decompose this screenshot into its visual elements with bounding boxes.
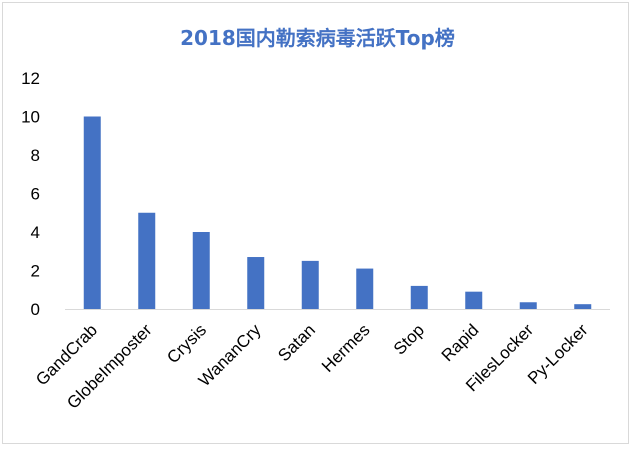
y-tick-label: 6 [31, 185, 40, 204]
y-tick-label: 0 [31, 300, 40, 319]
bar-crysis [192, 232, 210, 309]
y-tick-label: 12 [21, 69, 40, 88]
y-tick-label: 10 [21, 108, 40, 127]
x-tick-label: Py-Locker [524, 320, 592, 388]
x-tick-label: Satan [274, 320, 319, 365]
y-tick-label: 4 [31, 223, 40, 242]
x-tick-label: Hermes [318, 320, 374, 376]
chart-frame [2, 2, 629, 444]
bar-satan [301, 260, 319, 309]
bar-gandcrab [83, 116, 101, 309]
bar-rapid [465, 291, 483, 309]
bar-hermes [356, 268, 374, 309]
bar-py-locker [574, 304, 592, 309]
x-tick-label: Stop [390, 320, 428, 358]
bar-wanancry [247, 257, 265, 309]
x-tick-label: Crysis [163, 320, 210, 367]
y-tick-label: 2 [31, 262, 40, 281]
bar-fileslocker [519, 302, 537, 309]
bar-globeimposter [138, 212, 156, 309]
x-tick-label: Rapid [438, 320, 483, 365]
chart-title: 2018国内勒索病毒活跃Top榜 [180, 26, 455, 50]
y-tick-label: 8 [31, 146, 40, 165]
bar-stop [410, 285, 428, 309]
